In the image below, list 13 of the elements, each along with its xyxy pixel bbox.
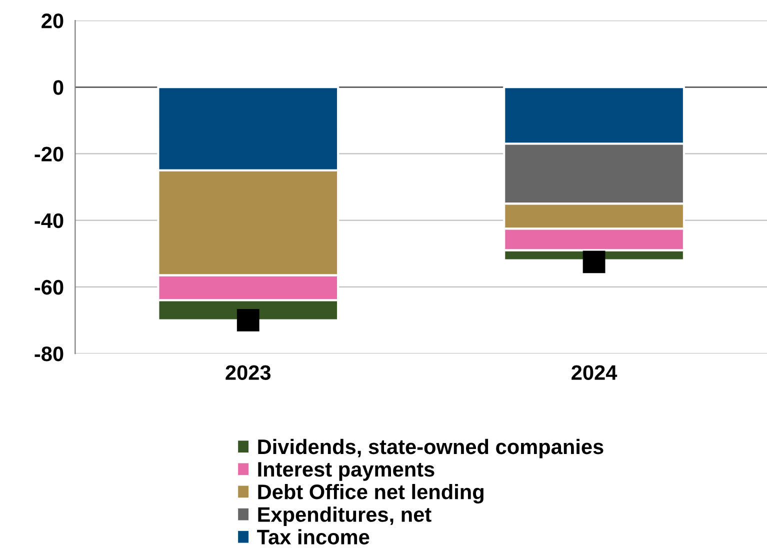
legend-label: Interest payments <box>258 462 434 481</box>
y-tick-label: -80 <box>34 346 64 362</box>
y-tick-label: 0 <box>53 80 64 95</box>
y-tick-label: -40 <box>34 213 64 228</box>
legend-label: Debt Office net lending <box>258 484 484 504</box>
x-tick-label: 2023 <box>226 365 271 380</box>
x-tick-label: 2024 <box>572 365 618 380</box>
y-tick-label: -60 <box>34 280 64 295</box>
y-tick-label: 20 <box>42 14 64 28</box>
y-tick-label: -20 <box>34 146 64 162</box>
legend-label: Dividends, state-owned companies <box>258 438 604 458</box>
legend-label: Tax income <box>257 529 370 544</box>
legend-label: Expenditures, net <box>258 506 432 526</box>
